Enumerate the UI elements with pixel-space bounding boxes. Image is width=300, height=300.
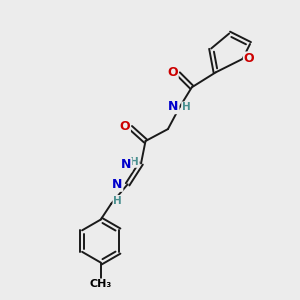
- Text: N: N: [121, 158, 131, 171]
- Text: CH₃: CH₃: [90, 279, 112, 290]
- Text: O: O: [167, 66, 178, 79]
- Text: H: H: [182, 102, 191, 112]
- Text: N: N: [168, 100, 178, 113]
- Text: O: O: [244, 52, 254, 65]
- Text: H: H: [130, 157, 139, 167]
- Text: O: O: [119, 120, 130, 133]
- Text: H: H: [113, 196, 122, 206]
- Text: N: N: [112, 178, 122, 191]
